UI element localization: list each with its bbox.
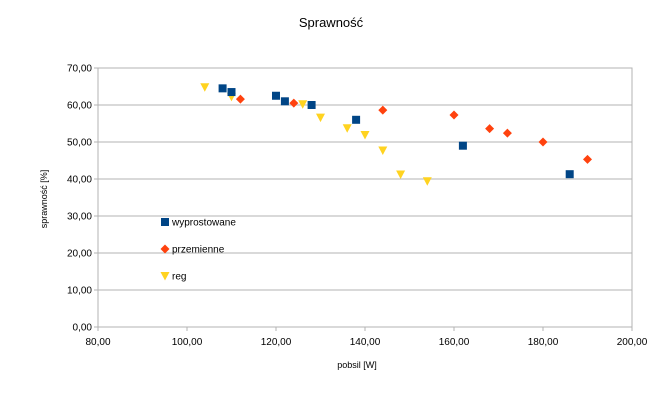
data-point-reg (342, 124, 352, 133)
x-tick-label: 120,00 (261, 337, 292, 348)
legend-label: reg (172, 272, 186, 283)
grid (98, 67, 632, 328)
y-tick-label: 0,00 (73, 323, 93, 334)
data-point-reg (316, 113, 325, 123)
data-point-przemienne (502, 128, 512, 138)
x-tick-label: 160,00 (439, 337, 470, 348)
legend: wyprostowane przemienne reg (160, 218, 236, 283)
data-point-przemienne (289, 98, 299, 108)
legend-marker-wyprostowane (161, 218, 169, 226)
data-point-wyprostowane (458, 141, 467, 150)
data-points (200, 83, 592, 186)
x-tick-label: 100,00 (172, 337, 203, 348)
y-tick-label: 40,00 (67, 175, 92, 186)
data-point-wyprostowane (565, 170, 574, 179)
x-tick-label: 80,00 (85, 337, 110, 348)
y-tick-label: 30,00 (67, 212, 92, 223)
data-point-przemienne (235, 94, 245, 104)
y-tick-label: 50,00 (67, 138, 92, 149)
legend-label: przemienne (172, 245, 225, 256)
y-tick-label: 70,00 (67, 64, 92, 75)
legend-label: wyprostowane (171, 218, 236, 229)
chart-title: Sprawność (299, 15, 364, 30)
data-point-wyprostowane (307, 101, 316, 109)
data-point-reg (422, 177, 432, 186)
x-tick-label: 140,00 (350, 337, 381, 348)
x-tick-label: 180,00 (528, 337, 559, 348)
data-point-przemienne (583, 154, 592, 164)
plot-frame (97, 67, 633, 328)
y-tick-label: 60,00 (67, 101, 92, 112)
data-point-reg (378, 146, 388, 156)
data-point-przemienne (485, 124, 495, 134)
legend-marker-reg (160, 272, 170, 281)
x-axis-title: pobsil [W] (337, 360, 377, 370)
legend-marker-przemienne (160, 244, 170, 254)
data-point-wyprostowane (352, 115, 361, 124)
data-point-przemienne (449, 110, 459, 120)
y-tick-label: 10,00 (67, 286, 92, 297)
axis-ticks: 0,00 10,00 20,00 30,00 40,00 50,00 60,00 70,00 8… (67, 64, 648, 349)
data-point-przemienne (538, 137, 548, 147)
data-point-reg (396, 170, 406, 180)
data-point-reg (298, 100, 308, 109)
data-point-wyprostowane (218, 84, 227, 93)
data-point-reg (360, 130, 370, 140)
y-axis-title: sprawność [%] (39, 170, 49, 229)
data-point-wyprostowane (280, 97, 289, 106)
x-tick-label: 200,00 (617, 337, 648, 348)
data-point-przemienne (378, 105, 388, 115)
data-point-reg (200, 83, 210, 92)
data-point-wyprostowane (272, 91, 280, 100)
data-point-wyprostowane (227, 88, 236, 97)
y-tick-label: 20,00 (67, 249, 92, 260)
